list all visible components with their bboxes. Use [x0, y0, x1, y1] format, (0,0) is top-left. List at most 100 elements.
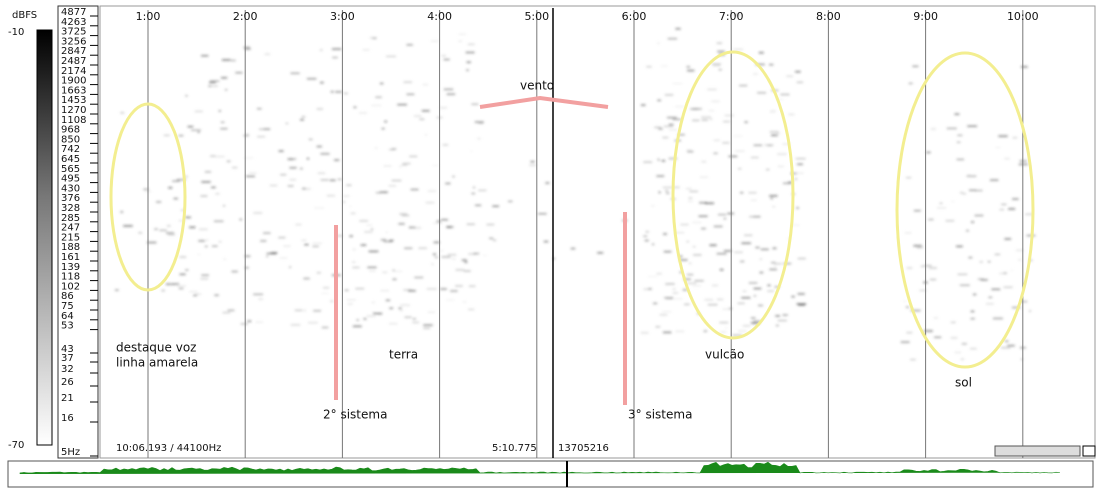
texture-dot [679, 255, 683, 258]
texture-dot [686, 66, 691, 68]
texture-dot [672, 292, 679, 294]
texture-dot [366, 315, 376, 317]
texture-dot [347, 303, 353, 305]
texture-dot [740, 192, 744, 194]
texture-dot [313, 310, 322, 312]
texture-dot [335, 91, 342, 93]
texture-dot [770, 197, 773, 200]
frequency-label: 53 [61, 321, 74, 332]
frequency-label: 37 [61, 353, 74, 364]
texture-dot [774, 262, 782, 265]
texture-dot [689, 190, 698, 193]
texture-dot [906, 267, 913, 269]
texture-dot [352, 248, 356, 251]
texture-dot [552, 257, 556, 260]
texture-dot [679, 271, 682, 274]
texture-dot [232, 166, 238, 169]
texture-dot [961, 343, 967, 345]
zoom-control[interactable] [994, 445, 1081, 457]
frequency-label: 4877 [61, 7, 86, 18]
texture-dot [1018, 259, 1022, 261]
time-label: 8:00 [816, 10, 841, 23]
texture-dot [716, 252, 727, 255]
texture-dot [189, 290, 198, 293]
waveform [19, 461, 1061, 474]
texture-dot [180, 209, 185, 211]
texture-dot [331, 48, 342, 50]
frequency-label: 5Hz [61, 447, 80, 458]
waveform-overview[interactable] [7, 460, 1094, 488]
texture-dot [168, 187, 173, 189]
texture-dot [775, 315, 780, 317]
frequency-label: 1270 [61, 105, 86, 116]
texture-dot [468, 253, 477, 255]
annotation: linha amarela [116, 356, 198, 370]
texture-dot [989, 179, 999, 181]
texture-dot [732, 334, 743, 337]
texture-dot [977, 278, 984, 280]
frequency-label: 430 [61, 183, 80, 194]
texture-dot [204, 245, 208, 248]
texture-dot [470, 150, 473, 153]
texture-dot [772, 247, 777, 250]
frequency-label: 1453 [61, 95, 86, 106]
texture-dot [647, 275, 658, 278]
texture-dot [663, 250, 672, 253]
zoom-button[interactable] [1082, 445, 1096, 457]
texture-dot [662, 186, 673, 189]
texture-dot [178, 219, 186, 222]
frequency-label: 64 [61, 311, 74, 322]
texture-dot [436, 220, 442, 223]
texture-dot [478, 189, 487, 192]
texture-dot [640, 332, 649, 334]
texture-dot [923, 330, 933, 332]
texture-dot [283, 245, 291, 247]
texture-dot [1004, 340, 1009, 342]
texture-dot [777, 319, 787, 322]
texture-dot [215, 193, 220, 195]
texture-dot [967, 125, 978, 127]
texture-dot [712, 284, 719, 287]
texture-dot [244, 255, 251, 257]
texture-dot [1025, 213, 1033, 216]
texture-dot [693, 254, 702, 256]
texture-dot [201, 55, 209, 57]
texture-dot [758, 51, 764, 54]
texture-dot [482, 254, 488, 257]
texture-dot [154, 228, 158, 230]
texture-dot [716, 298, 724, 301]
texture-dot [753, 295, 757, 297]
texture-dot [959, 284, 970, 286]
texture-dot [432, 222, 443, 224]
texture-dot [677, 134, 685, 136]
texture-dot [668, 123, 674, 126]
texture-dot [319, 49, 323, 51]
texture-dot [798, 304, 806, 306]
texture-dot [159, 229, 167, 232]
texture-dot [336, 235, 343, 237]
texture-dot [294, 309, 303, 312]
texture-dot [360, 244, 367, 246]
texture-dot [748, 192, 757, 194]
texture-dot [713, 64, 721, 67]
texture-dot [443, 88, 454, 91]
texture-dot [704, 299, 714, 301]
texture-dot [466, 69, 469, 71]
texture-dot [263, 128, 271, 130]
annotation: destaque voz [116, 341, 196, 355]
texture-dot [356, 319, 359, 321]
texture-dot [178, 134, 184, 137]
texture-dot [301, 239, 307, 242]
time-label: 10:00 [1007, 10, 1039, 23]
texture-dot [253, 293, 264, 296]
texture-dot [258, 298, 264, 300]
frequency-label: 328 [61, 203, 80, 214]
texture-dot [193, 294, 198, 297]
texture-dot [675, 330, 685, 333]
texture-dot [788, 181, 793, 184]
frequency-label: 118 [61, 272, 80, 283]
texture-dot [329, 179, 336, 182]
texture-dot [244, 48, 251, 50]
texture-dot [770, 110, 776, 112]
